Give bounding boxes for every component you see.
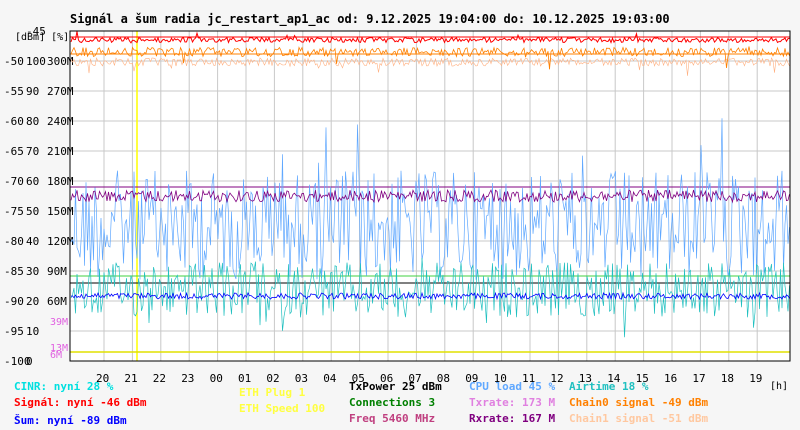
y-tick-rate: 210M (47, 145, 74, 158)
plot-area (69, 30, 791, 362)
y-tick-rate: 270M (47, 85, 74, 98)
y-tick-pct: 100 (26, 55, 46, 68)
x-tick-label: 15 (636, 372, 649, 385)
legend-txpower: TxPower 25 dBm (349, 380, 442, 393)
x-tick-label: 20 (96, 372, 109, 385)
y-tick-dbm: -50 (4, 55, 24, 68)
rxrate-line (70, 188, 790, 204)
legend-freq: Freq 5460 MHz (349, 412, 436, 425)
y-tick-rate: 90M (47, 265, 67, 278)
y-tick-pct: 0 (26, 355, 33, 368)
y-tick-pct: 80 (26, 115, 39, 128)
signal-line (70, 31, 790, 44)
y-tick-dbm: -90 (4, 295, 24, 308)
y-tick-dbm: -80 (4, 235, 24, 248)
x-tick-label: 13 (579, 372, 592, 385)
legend-eth-plug: ETH Plug 1 (239, 386, 306, 399)
x-unit-label: [h] (770, 381, 788, 392)
y-tick-pct: 40 (26, 235, 39, 248)
y-tick-rate: 60M (47, 295, 67, 308)
x-tick-label: 08 (437, 372, 450, 385)
legend-chain0: Chain0 signal -49 dBm (569, 396, 709, 409)
y-tick-pct: 10 (26, 325, 39, 338)
plot-frame (69, 30, 791, 362)
y-tick-pct: 30 (26, 265, 39, 278)
x-tick-label: 02 (266, 372, 279, 385)
x-tick-label: 19 (749, 372, 762, 385)
y-tick-dbm: -65 (4, 145, 24, 158)
chain0-line (70, 46, 790, 70)
x-tick-label: 05 (352, 372, 365, 385)
x-tick-label: 14 (607, 372, 621, 385)
y-tick-rate: 300M (47, 55, 74, 68)
y-tick-rate: 150M (47, 205, 74, 218)
y-tick-pct: 70 (26, 145, 39, 158)
x-tick-label: 16 (664, 372, 677, 385)
x-tick-label: 06 (380, 372, 393, 385)
y-tick-pct: 60 (26, 175, 39, 188)
y-tick-dbm: -55 (4, 85, 24, 98)
y-tick-pct: 50 (26, 205, 39, 218)
legend-eth-speed: ETH Speed 100 (239, 402, 326, 415)
noise-line (70, 291, 790, 301)
legend-connections: Connections 3 (349, 396, 436, 409)
y-tick-dbm: -95 (4, 325, 24, 338)
legend-cinr: CINR: nyní 28 % (14, 380, 114, 393)
y-tick-pct: 90 (26, 85, 39, 98)
legend-rxrate: Rxrate: 167 M (469, 412, 556, 425)
y-tick-dbm: -70 (4, 175, 24, 188)
y-tick-rate-low: 13M (50, 343, 68, 354)
x-tick-label: 07 (408, 372, 421, 385)
x-tick-label: 04 (323, 372, 337, 385)
y-tick-pct: 20 (26, 295, 39, 308)
y-axis-header: [dBm] [%] (15, 32, 69, 43)
legend-signal: Signál: nyní -46 dBm (14, 396, 147, 409)
y-tick-dbm: -60 (4, 115, 24, 128)
y-tick-dbm: -45 (26, 25, 46, 38)
x-tick-label: 01 (238, 372, 251, 385)
y-tick-dbm: -85 (4, 265, 24, 278)
x-tick-label: 03 (295, 372, 308, 385)
x-tick-label: 00 (210, 372, 223, 385)
legend-noise: Šum: nyní -89 dBm (14, 414, 127, 427)
x-tick-label: 21 (124, 372, 137, 385)
y-tick-rate: 180M (47, 175, 74, 188)
x-tick-label: 12 (550, 372, 563, 385)
x-tick-label: 23 (181, 372, 194, 385)
y-tick-dbm: -75 (4, 205, 24, 218)
legend-txrate: Txrate: 173 M (469, 396, 556, 409)
legend-airtime: Airtime 18 % (569, 380, 649, 393)
x-tick-label: 11 (522, 372, 535, 385)
cpu-load-line (70, 118, 790, 280)
y-tick-dbm: -100 (4, 355, 31, 368)
y-tick-rate-low: 39M (50, 317, 68, 328)
x-tick-label: 17 (692, 372, 705, 385)
x-tick-label: 10 (494, 372, 507, 385)
y-tick-rate: 240M (47, 115, 74, 128)
airtime-line (70, 257, 790, 338)
x-tick-label: 22 (153, 372, 166, 385)
y-tick-rate: 120M (47, 235, 74, 248)
legend-chain1: Chain1 signal -51 dBm (569, 412, 709, 425)
y-tick-rate-low: 6M (50, 350, 62, 361)
chart-title: Signál a šum radia jc_restart_ap1_ac od:… (70, 12, 670, 27)
x-tick-label: 09 (465, 372, 478, 385)
chain1-line (70, 57, 790, 76)
legend-cpu: CPU load 45 % (469, 380, 556, 393)
x-tick-label: 18 (721, 372, 734, 385)
